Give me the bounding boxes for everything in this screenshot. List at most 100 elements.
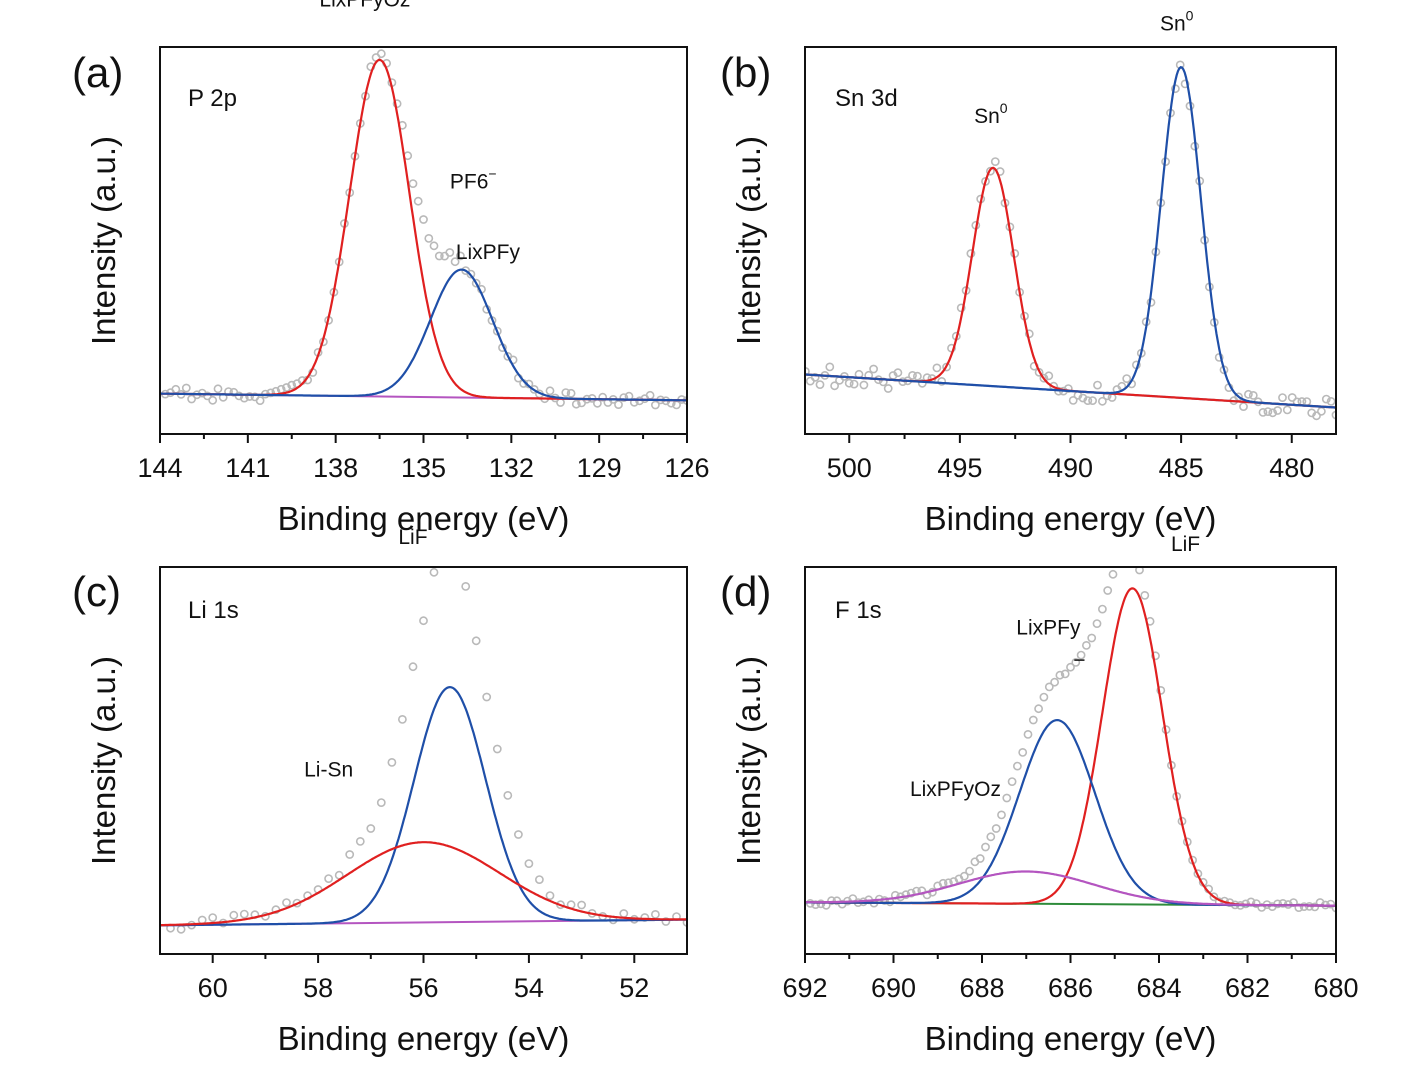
- x-axis-label: Binding energy (eV): [925, 1020, 1217, 1057]
- x-tick-label: 485: [1159, 453, 1204, 483]
- data-point: [651, 400, 660, 410]
- fit-curve-LixPFyOz: [805, 870, 1336, 907]
- x-tick-label: 141: [225, 453, 270, 483]
- plot-area-d: [805, 546, 1336, 913]
- data-point: [986, 166, 995, 176]
- data-point: [1023, 730, 1033, 739]
- data-point: [1125, 550, 1132, 557]
- data-point: [1088, 396, 1097, 405]
- x-tick-label: 56: [408, 973, 438, 1003]
- data-point: [986, 832, 996, 842]
- data-point: [805, 376, 815, 386]
- data-point: [419, 215, 428, 224]
- fit-curve-Sn0 3d3/2: [805, 166, 1336, 409]
- x-tick-label: 126: [664, 453, 709, 483]
- panel-title: P 2p: [188, 85, 237, 112]
- data-point: [1244, 389, 1253, 399]
- data-point: [1307, 408, 1317, 418]
- data-point: [535, 875, 544, 884]
- data-point: [471, 278, 481, 288]
- data-point: [844, 378, 854, 388]
- raw-data-a: [160, 49, 687, 410]
- data-point: [1060, 669, 1070, 679]
- data-point: [1151, 651, 1160, 661]
- x-tick-label: 480: [1269, 453, 1314, 483]
- raw-data-b: [805, 60, 1336, 421]
- data-point: [408, 179, 418, 188]
- peak-label: Sn0: [974, 100, 1008, 128]
- panel-d: 692 690 688 686 684 682 680 Binding energy (eV)…: [720, 533, 1359, 1057]
- data-point: [1063, 384, 1073, 393]
- fit-curve-Li-Sn: [160, 841, 687, 927]
- data-point: [429, 567, 439, 577]
- data-point: [413, 196, 423, 206]
- data-point: [1287, 393, 1297, 402]
- fit-curve-PF6- / LixPFy: [160, 268, 687, 402]
- x-tick-label: 138: [313, 453, 358, 483]
- data-point: [397, 715, 407, 724]
- data-point: [566, 388, 576, 398]
- panel-title: Li 1s: [188, 597, 239, 624]
- data-point: [1039, 692, 1049, 702]
- panel-b: 500 495 490 485 480 Binding energy (eV) Intens…: [720, 7, 1337, 537]
- data-point: [1071, 658, 1081, 667]
- data-point: [440, 251, 449, 261]
- data-point: [545, 891, 555, 900]
- data-point: [1209, 892, 1219, 902]
- data-point: [1156, 686, 1166, 695]
- data-point: [1267, 902, 1277, 911]
- data-point: [1018, 748, 1028, 757]
- plot-frame: [159, 46, 688, 435]
- fit-curve-LixPFyOz: [160, 58, 687, 402]
- data-point: [1331, 410, 1336, 420]
- data-point: [917, 378, 927, 388]
- panel-letter: (d): [720, 568, 771, 615]
- data-point: [1013, 761, 1022, 771]
- data-point: [208, 913, 218, 922]
- x-tick-label: 52: [619, 973, 649, 1003]
- data-point: [1326, 899, 1336, 909]
- x-tick-label: 690: [871, 973, 916, 1003]
- data-point: [1120, 546, 1127, 553]
- data-point: [424, 233, 434, 243]
- fit-curve-Sn0 3d5/2: [805, 66, 1336, 409]
- data-point: [1082, 641, 1091, 650]
- data-point: [965, 866, 974, 876]
- data-point: [619, 393, 629, 402]
- x-tick-label: 132: [489, 453, 534, 483]
- peak-label: LiF: [1171, 533, 1200, 556]
- data-point: [324, 874, 333, 883]
- data-point: [514, 830, 523, 839]
- data-point: [1268, 408, 1278, 418]
- panel-title: F 1s: [835, 597, 882, 624]
- data-point: [1251, 899, 1261, 908]
- data-point: [1122, 374, 1132, 383]
- data-point: [981, 842, 990, 852]
- data-point: [450, 257, 460, 267]
- data-point: [376, 798, 386, 807]
- x-tick-label: 686: [1048, 973, 1093, 1003]
- data-point: [1108, 569, 1118, 579]
- x-tick-label: 495: [937, 453, 982, 483]
- x-tick-label: 54: [514, 973, 544, 1003]
- data-point: [1034, 704, 1043, 714]
- data-point: [1068, 395, 1078, 405]
- data-point: [441, 553, 448, 560]
- panel-a: 144 141 138 135 132 129 126 Binding energy (eV)…: [72, 0, 710, 537]
- data-point: [1098, 604, 1107, 614]
- data-point: [1093, 380, 1102, 390]
- data-point: [970, 857, 980, 867]
- peak-label: Li-Sn: [304, 758, 353, 781]
- data-point: [1299, 902, 1309, 911]
- panel-c: 60 58 56 54 52 Binding energy (eV) Intensity (…: [72, 526, 688, 1057]
- peak-label: Sn0: [1160, 7, 1194, 35]
- data-point: [434, 251, 444, 261]
- x-tick-label: 129: [577, 453, 622, 483]
- x-axis-label: Binding energy (eV): [278, 500, 570, 537]
- data-point: [1239, 402, 1248, 411]
- data-point: [355, 837, 365, 846]
- data-point: [682, 918, 687, 927]
- data-point: [956, 303, 966, 313]
- x-tick-label: 490: [1048, 453, 1093, 483]
- data-point: [991, 824, 1001, 833]
